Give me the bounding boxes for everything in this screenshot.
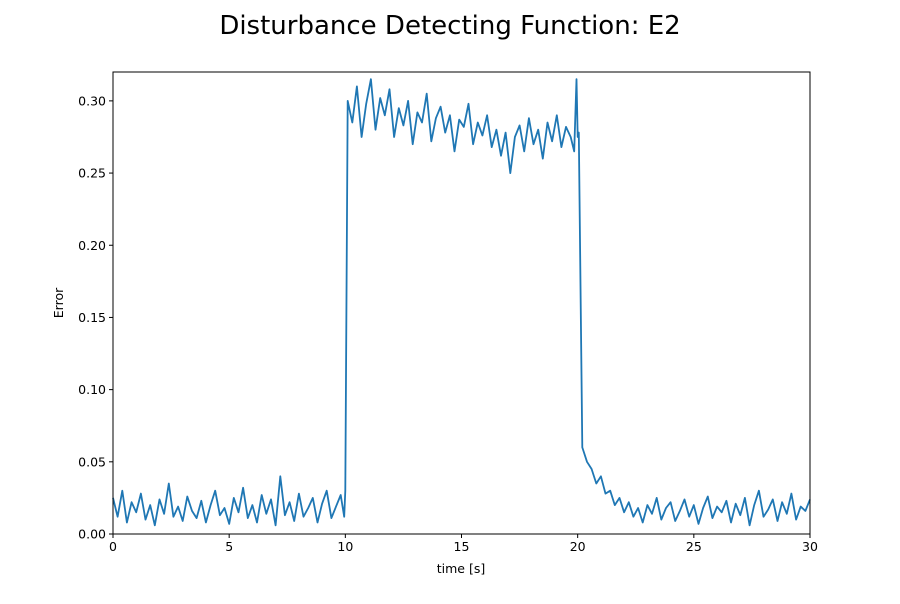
y-tick-label: 0.00 bbox=[78, 527, 106, 542]
chart-title: Disturbance Detecting Function: E2 bbox=[219, 11, 680, 41]
y-axis-ticks: 0.00 0.05 0.10 0.15 0.20 0.25 0.30 bbox=[78, 93, 113, 542]
x-tick-label: 15 bbox=[454, 539, 470, 554]
x-axis-ticks: 0 5 10 15 20 25 30 bbox=[109, 534, 818, 554]
y-tick-label: 0.10 bbox=[78, 382, 106, 397]
x-tick-label: 5 bbox=[225, 539, 233, 554]
x-tick-label: 20 bbox=[570, 539, 586, 554]
y-tick-label: 0.20 bbox=[78, 238, 106, 253]
y-tick-label: 0.15 bbox=[78, 310, 106, 325]
series-line bbox=[112, 78, 811, 527]
x-tick-label: 25 bbox=[686, 539, 702, 554]
y-tick-label: 0.30 bbox=[78, 93, 106, 108]
x-tick-label: 0 bbox=[109, 539, 117, 554]
plot-frame bbox=[112, 71, 811, 535]
y-tick-label: 0.05 bbox=[78, 454, 106, 469]
x-axis-label: time [s] bbox=[437, 561, 485, 576]
x-tick-label: 10 bbox=[337, 539, 353, 554]
y-tick-label: 0.25 bbox=[78, 166, 106, 181]
x-tick-label: 30 bbox=[802, 539, 818, 554]
y-axis-label: Error bbox=[51, 287, 66, 318]
series-layer bbox=[112, 78, 811, 527]
